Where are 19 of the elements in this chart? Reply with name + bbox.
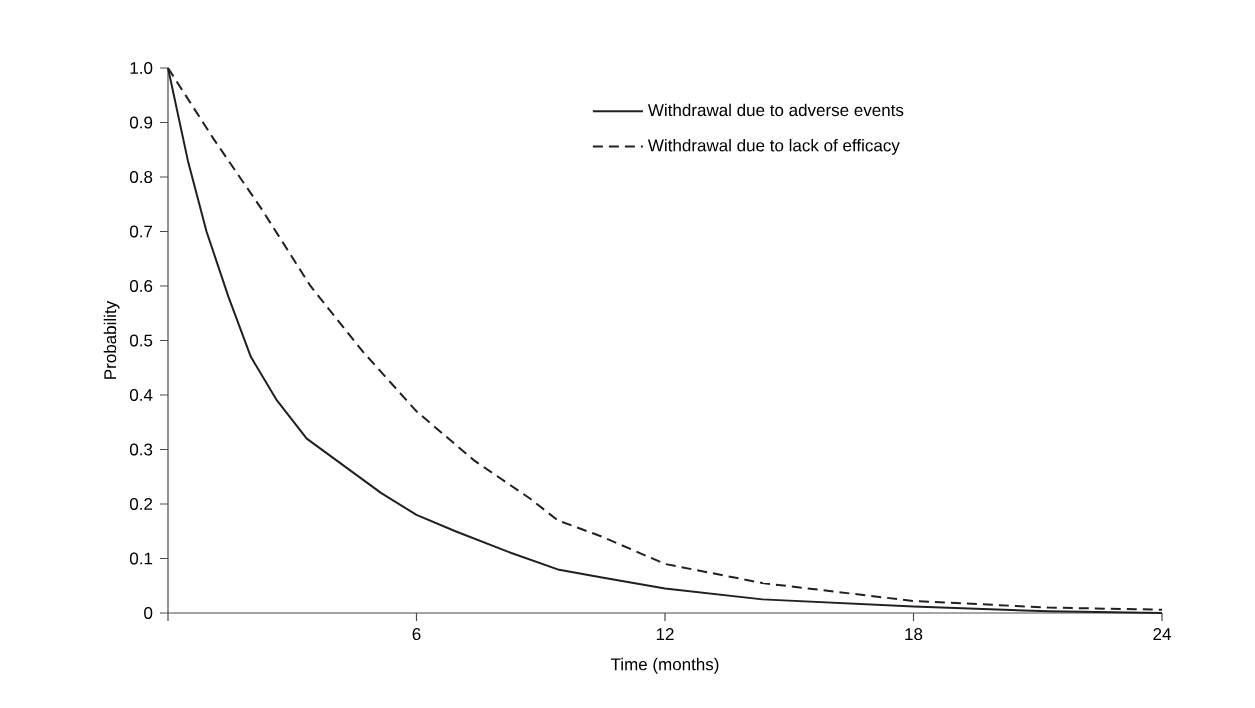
x-tick-label: 24 bbox=[1153, 628, 1171, 640]
y-tick-label: 0.3 bbox=[129, 443, 153, 456]
y-tick-label: 0.1 bbox=[129, 552, 153, 565]
x-tick-label: 12 bbox=[656, 628, 674, 640]
y-tick-label: 0 bbox=[144, 606, 153, 620]
y-tick-label: 0.9 bbox=[129, 116, 153, 129]
y-tick-label: 0.2 bbox=[129, 497, 153, 511]
y-tick-label: 1.0 bbox=[130, 61, 153, 75]
y-tick-label: 0.8 bbox=[129, 171, 153, 184]
legend-label: Withdrawal due to lack of efficacy bbox=[647, 138, 900, 155]
x-tick-label: 18 bbox=[905, 628, 923, 641]
legend-label: Withdrawal due to adverse events bbox=[647, 103, 904, 117]
y-tick-label: 0.6 bbox=[129, 279, 153, 293]
x-tick-label: 6 bbox=[412, 628, 421, 641]
y-tick-label: 0.7 bbox=[129, 225, 153, 238]
y-tick-label: 0.5 bbox=[129, 334, 153, 347]
y-axis-title: Probability bbox=[103, 300, 120, 379]
x-axis-title: Time (months) bbox=[610, 657, 719, 674]
y-tick-label: 0.4 bbox=[129, 388, 153, 402]
